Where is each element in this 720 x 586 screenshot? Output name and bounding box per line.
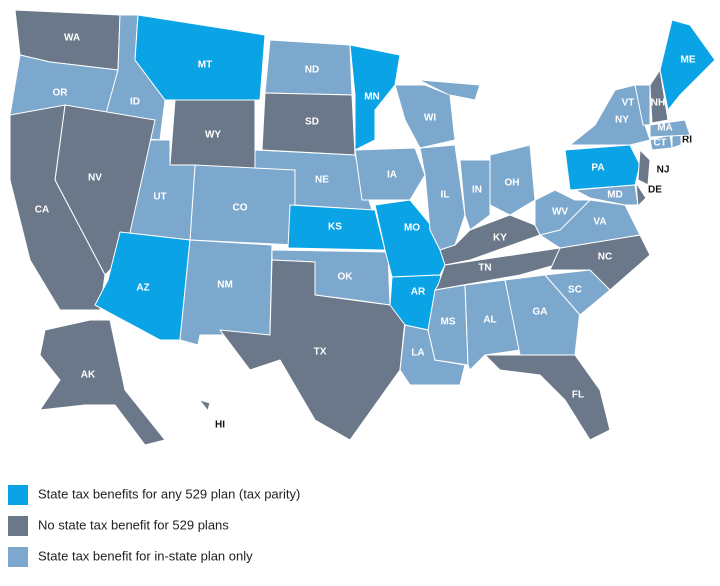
state <box>219 259 406 441</box>
state <box>564 144 641 191</box>
state-label: DE <box>648 185 662 196</box>
state-label: MO <box>404 223 420 234</box>
state-label: CT <box>653 138 666 149</box>
state <box>484 354 611 441</box>
state <box>635 182 647 207</box>
state-label: PA <box>591 163 604 174</box>
state-label: MI <box>476 130 487 141</box>
state-label: AZ <box>136 283 149 294</box>
state <box>504 274 581 356</box>
state-label: CO <box>233 203 248 214</box>
state-label: MN <box>364 92 380 103</box>
state-label: TX <box>314 347 327 358</box>
state-label: ND <box>305 65 319 76</box>
state-label: IA <box>387 170 397 181</box>
state-label: OH <box>505 178 520 189</box>
state <box>374 199 446 278</box>
legend-label: No state tax benefit for 529 plans <box>38 517 229 532</box>
state-label: VT <box>622 98 635 109</box>
state-label: NV <box>88 173 102 184</box>
state <box>649 119 691 138</box>
state <box>649 69 669 124</box>
state-label: KS <box>328 222 342 233</box>
state-label: SC <box>568 285 582 296</box>
state-label: TN <box>478 263 491 274</box>
state-label: NH <box>651 98 665 109</box>
state-label: UT <box>153 192 166 203</box>
state <box>394 84 456 149</box>
state-label: NE <box>315 175 329 186</box>
state-label: MS <box>441 317 456 328</box>
legend-swatch <box>8 485 28 505</box>
state <box>419 79 481 101</box>
state-label: VA <box>593 217 606 228</box>
state-label: CA <box>35 205 49 216</box>
state-label: ME <box>681 55 696 66</box>
state <box>534 189 591 236</box>
state <box>349 44 401 151</box>
state-label: OR <box>53 88 69 99</box>
state-label: HI <box>215 420 225 431</box>
state-label: IN <box>472 185 482 196</box>
legend-swatch <box>8 516 28 536</box>
legend-label: State tax benefit for in-state plan only <box>38 548 253 563</box>
state <box>39 319 166 446</box>
state <box>489 144 536 216</box>
state-label: MD <box>607 190 623 201</box>
state-label: KY <box>493 233 507 244</box>
state-label: NJ <box>657 165 670 176</box>
state <box>634 84 651 126</box>
legend-label: State tax benefits for any 529 plan (tax… <box>38 486 300 501</box>
state-label: NY <box>615 115 629 126</box>
state-label: WA <box>64 33 80 44</box>
state <box>574 184 639 206</box>
state-label: ID <box>130 97 140 108</box>
state <box>637 149 651 186</box>
state <box>354 147 426 201</box>
state-label: GA <box>533 307 548 318</box>
state-label: FL <box>572 390 584 401</box>
state-label: WY <box>205 130 221 141</box>
state-label: MA <box>657 123 673 134</box>
state <box>9 104 106 311</box>
state-label: AL <box>483 315 496 326</box>
state-label: AK <box>81 370 96 381</box>
state <box>659 19 716 111</box>
state <box>199 399 211 411</box>
state-label: RI <box>682 135 692 146</box>
state-label: WI <box>424 113 436 124</box>
legend-swatch <box>8 547 28 567</box>
state-label: SD <box>305 117 319 128</box>
state-label: IL <box>441 190 450 201</box>
state-label: MT <box>198 60 212 71</box>
state-label: NC <box>598 252 612 263</box>
state-label: WV <box>552 207 568 218</box>
state-label: AR <box>411 287 426 298</box>
state-label: OK <box>338 272 354 283</box>
state-label: NM <box>217 280 233 291</box>
state <box>459 159 491 231</box>
state <box>179 239 273 346</box>
state-label: LA <box>411 348 424 359</box>
